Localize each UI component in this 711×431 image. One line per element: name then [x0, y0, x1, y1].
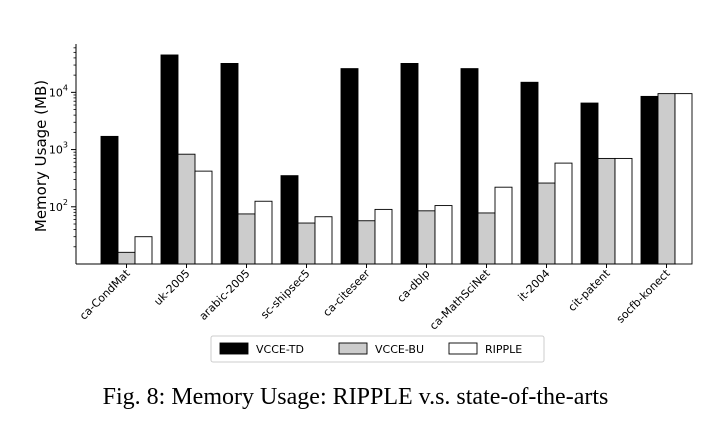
bar-vcce-td-ca-CondMat — [100, 135, 119, 265]
legend-swatch-vcce-bu — [338, 342, 368, 355]
x-tick-label-cit-patent: cit-patent — [566, 266, 613, 313]
y-tick-label: 102 — [49, 198, 68, 214]
legend-label-vcce-td: VCCE-TD — [256, 343, 304, 356]
memory-usage-chart: 102 103 104 ca-CondMat uk-2005 arabic-2005 sc… — [32, 44, 693, 363]
x-tick-label-uk-2005: uk-2005 — [151, 267, 192, 308]
legend-label-vcce-bu: VCCE-BU — [375, 343, 424, 356]
bar-vcce-td-ca-dblp — [400, 63, 419, 265]
bar-vcce-bu-cit-patent — [597, 157, 616, 265]
bar-ripple-it-2004 — [554, 162, 573, 265]
bar-ripple-uk-2005 — [194, 170, 213, 265]
bar-ripple-ca-CondMat — [134, 236, 153, 265]
bar-ripple-ca-dblp — [434, 205, 453, 265]
bar-vcce-bu-socfb-konect — [657, 93, 676, 265]
x-tick-label-socfb-konect: socfb-konect — [614, 266, 673, 325]
bar-vcce-td-uk-2005 — [160, 54, 179, 265]
bar-ripple-sc-shipsec5 — [314, 216, 333, 265]
bar-vcce-td-socfb-konect — [640, 95, 659, 265]
x-tick-label-ca-dblp: ca-dblp — [395, 267, 433, 305]
bar-ripple-cit-patent — [614, 157, 633, 265]
y-axis: 102 103 104 — [49, 44, 77, 264]
bar-vcce-td-ca-citeseer — [340, 68, 359, 265]
legend-swatch-ripple — [448, 342, 478, 355]
x-axis: ca-CondMat uk-2005 arabic-2005 sc-shipsec5 c… — [76, 263, 676, 332]
bar-vcce-td-ca-MathSciNet — [460, 68, 479, 265]
x-tick-label-ca-CondMat: ca-CondMat — [77, 266, 133, 322]
bar-vcce-bu-arabic-2005 — [237, 213, 256, 265]
legend-label-ripple: RIPPLE — [485, 343, 522, 356]
figure-caption: Fig. 8: Memory Usage: RIPPLE v.s. state-… — [102, 384, 609, 410]
bar-ripple-ca-MathSciNet — [494, 186, 513, 265]
bar-ripple-socfb-konect — [674, 93, 693, 265]
bar-vcce-td-it-2004 — [520, 81, 539, 265]
bar-vcce-td-sc-shipsec5 — [280, 175, 299, 265]
bar-ripple-arabic-2005 — [254, 200, 273, 265]
x-tick-label-sc-shipsec5: sc-shipsec5 — [258, 267, 312, 321]
bar-vcce-bu-ca-citeseer — [357, 220, 376, 265]
legend: VCCE-TD VCCE-BU RIPPLE — [210, 335, 545, 363]
bars-group — [100, 54, 693, 265]
x-tick-label-arabic-2005: arabic-2005 — [197, 267, 253, 323]
legend-swatch-vcce-td — [219, 342, 249, 355]
legend-frame — [210, 335, 545, 363]
bar-vcce-bu-sc-shipsec5 — [297, 222, 316, 265]
y-tick-label: 104 — [49, 83, 68, 99]
bar-vcce-bu-it-2004 — [537, 182, 556, 265]
x-tick-label-it-2004: it-2004 — [516, 267, 553, 304]
x-tick-label-ca-MathSciNet: ca-MathSciNet — [427, 266, 493, 332]
bar-vcce-bu-uk-2005 — [177, 153, 196, 265]
bar-vcce-bu-ca-dblp — [417, 210, 436, 265]
bar-vcce-td-arabic-2005 — [220, 63, 239, 265]
bar-vcce-bu-ca-MathSciNet — [477, 212, 496, 265]
x-tick-label-ca-citeseer: ca-citeseer — [320, 267, 372, 319]
bar-vcce-bu-ca-CondMat — [117, 251, 136, 265]
bar-ripple-ca-citeseer — [374, 208, 393, 265]
y-tick-label: 103 — [49, 141, 68, 157]
bar-vcce-td-cit-patent — [580, 102, 599, 265]
y-axis-label: Memory Usage (MB) — [32, 80, 50, 232]
